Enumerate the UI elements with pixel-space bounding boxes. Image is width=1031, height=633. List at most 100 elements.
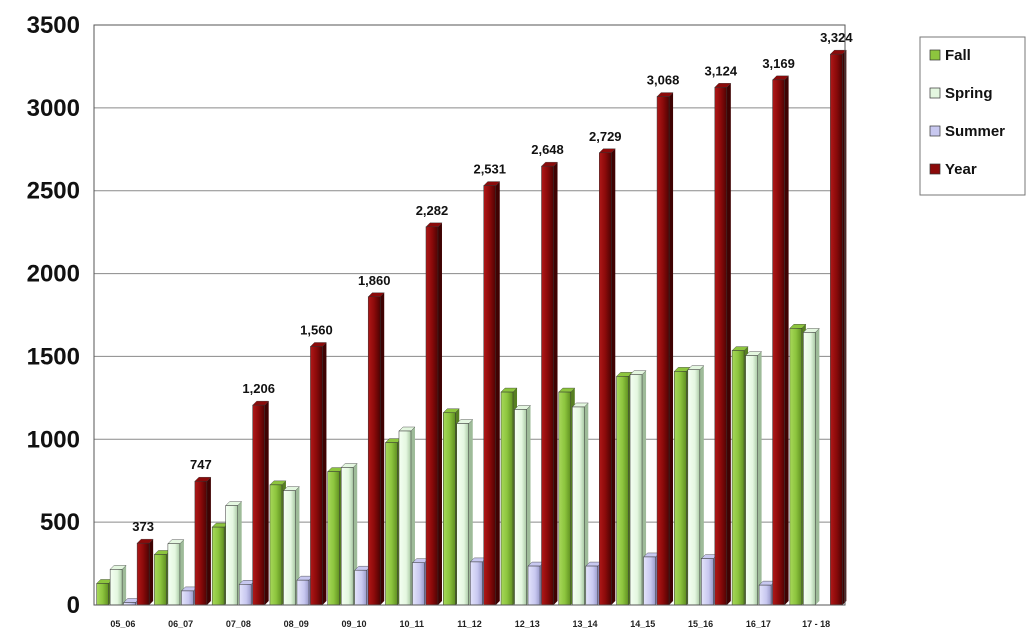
x-tick-label: 15_16 xyxy=(688,619,713,629)
bar-spring xyxy=(109,569,123,606)
x-tick-label: 14_15 xyxy=(630,619,655,629)
bar-year-side xyxy=(264,401,269,605)
bar-fall xyxy=(385,442,398,606)
year-data-label: 3,169 xyxy=(762,56,795,71)
bar-spring-side xyxy=(584,402,589,605)
bar-spring-side xyxy=(237,501,242,605)
y-tick-label: 1000 xyxy=(27,426,80,453)
x-tick-label: 10_11 xyxy=(399,619,424,629)
bar-spring xyxy=(167,543,181,606)
bar-year xyxy=(714,87,728,606)
bar-summer xyxy=(585,565,599,606)
bar-year-side xyxy=(380,292,385,605)
bar-fall xyxy=(789,328,803,606)
plot-frame xyxy=(93,24,846,606)
bar-spring xyxy=(340,467,354,606)
bar-year xyxy=(830,53,843,606)
legend-label-year: Year xyxy=(945,161,977,178)
bar-fall xyxy=(211,526,225,606)
bar-summer xyxy=(412,562,425,606)
year-data-label: 747 xyxy=(190,457,212,472)
bar-year xyxy=(310,346,323,606)
bar-summer xyxy=(238,584,252,606)
legend-swatch-fall xyxy=(929,49,941,61)
bar-spring-side xyxy=(642,370,647,605)
x-tick-label: 16_17 xyxy=(746,619,771,629)
y-tick-label: 3000 xyxy=(27,95,80,122)
year-data-label: 3,068 xyxy=(647,73,680,88)
bar-year xyxy=(136,542,150,606)
bar-fall xyxy=(96,583,109,606)
bar-year-side xyxy=(495,181,500,605)
bar-year-side xyxy=(206,477,211,605)
y-tick-label: 500 xyxy=(40,509,80,536)
bar-fall xyxy=(443,412,456,606)
legend-label-spring: Spring xyxy=(945,85,993,102)
x-tick-label: 08_09 xyxy=(284,619,309,629)
bar-spring-side xyxy=(526,405,531,605)
bar-year-side xyxy=(553,162,558,605)
x-tick-label: 07_08 xyxy=(226,619,251,629)
bar-year-side xyxy=(437,222,442,605)
data-labels: 373 747 1,206 1,560 1,860 2,282 2,531 2,648 2,72… xyxy=(132,30,853,534)
y-axis: 0 500 1000 1500 2000 2500 3000 3500 xyxy=(27,12,80,619)
bar-spring-side xyxy=(757,351,762,605)
bar-year-side xyxy=(842,50,847,606)
bar-summer xyxy=(643,556,656,606)
bar-spring xyxy=(398,430,412,606)
bar-year-side xyxy=(726,83,731,605)
bar-year-side xyxy=(669,92,674,606)
year-data-label: 1,206 xyxy=(242,381,275,396)
x-tick-label: 11_12 xyxy=(457,619,482,629)
bar-spring-side xyxy=(295,486,300,605)
bar-summer xyxy=(758,584,772,606)
x-tick-label: 13_14 xyxy=(573,619,598,629)
y-tick-label: 3500 xyxy=(27,12,80,39)
bar-spring-side xyxy=(122,565,127,605)
bar-summer xyxy=(296,579,310,606)
bar-summer xyxy=(354,569,367,606)
bar-year xyxy=(252,404,265,606)
bar-spring xyxy=(283,490,296,606)
year-data-label: 3,324 xyxy=(820,30,853,45)
bar-year xyxy=(194,480,208,606)
y-tick-label: 1500 xyxy=(27,343,80,370)
bar-fall xyxy=(500,391,514,606)
x-tick-label: 17 - 18 xyxy=(802,619,830,629)
year-data-label: 3,124 xyxy=(705,63,738,78)
bar-spring-side xyxy=(815,328,820,605)
bar-spring-side xyxy=(410,427,415,605)
bar-fall xyxy=(269,484,283,606)
y-tick-label: 0 xyxy=(67,592,80,619)
legend-swatch-summer xyxy=(929,125,941,137)
bar-year-side xyxy=(784,75,789,605)
bar-spring-side xyxy=(699,365,704,605)
legend-swatch-year xyxy=(929,163,941,175)
year-data-label: 2,282 xyxy=(416,203,449,218)
bar-summer xyxy=(470,561,483,606)
x-axis: 05_06 06_07 07_08 08_09 09_10 10_11 11_12 12_13… xyxy=(110,619,830,629)
legend-label-fall: Fall xyxy=(945,47,971,64)
bar-fall xyxy=(731,350,745,606)
year-data-label: 2,531 xyxy=(473,162,506,177)
bar-spring xyxy=(687,369,701,606)
legend: Fall Spring Summer Year xyxy=(919,36,1026,196)
bar-spring xyxy=(572,406,585,606)
legend-label-summer: Summer xyxy=(945,123,1005,140)
bar-spring xyxy=(225,505,238,606)
bar-year-side xyxy=(149,539,154,605)
bar-summer xyxy=(181,590,194,606)
year-data-label: 1,860 xyxy=(358,273,391,288)
bar-fall xyxy=(616,376,629,606)
year-data-label: 373 xyxy=(132,519,154,534)
x-tick-label: 06_07 xyxy=(168,619,193,629)
x-tick-label: 05_06 xyxy=(110,619,135,629)
bar-fall xyxy=(154,554,167,606)
bar-fall xyxy=(558,391,572,606)
bar-year xyxy=(599,152,612,606)
y-tick-label: 2000 xyxy=(27,261,80,288)
year-data-label: 2,729 xyxy=(589,129,622,144)
bar-fall xyxy=(674,371,687,606)
bar-summer xyxy=(527,565,541,606)
